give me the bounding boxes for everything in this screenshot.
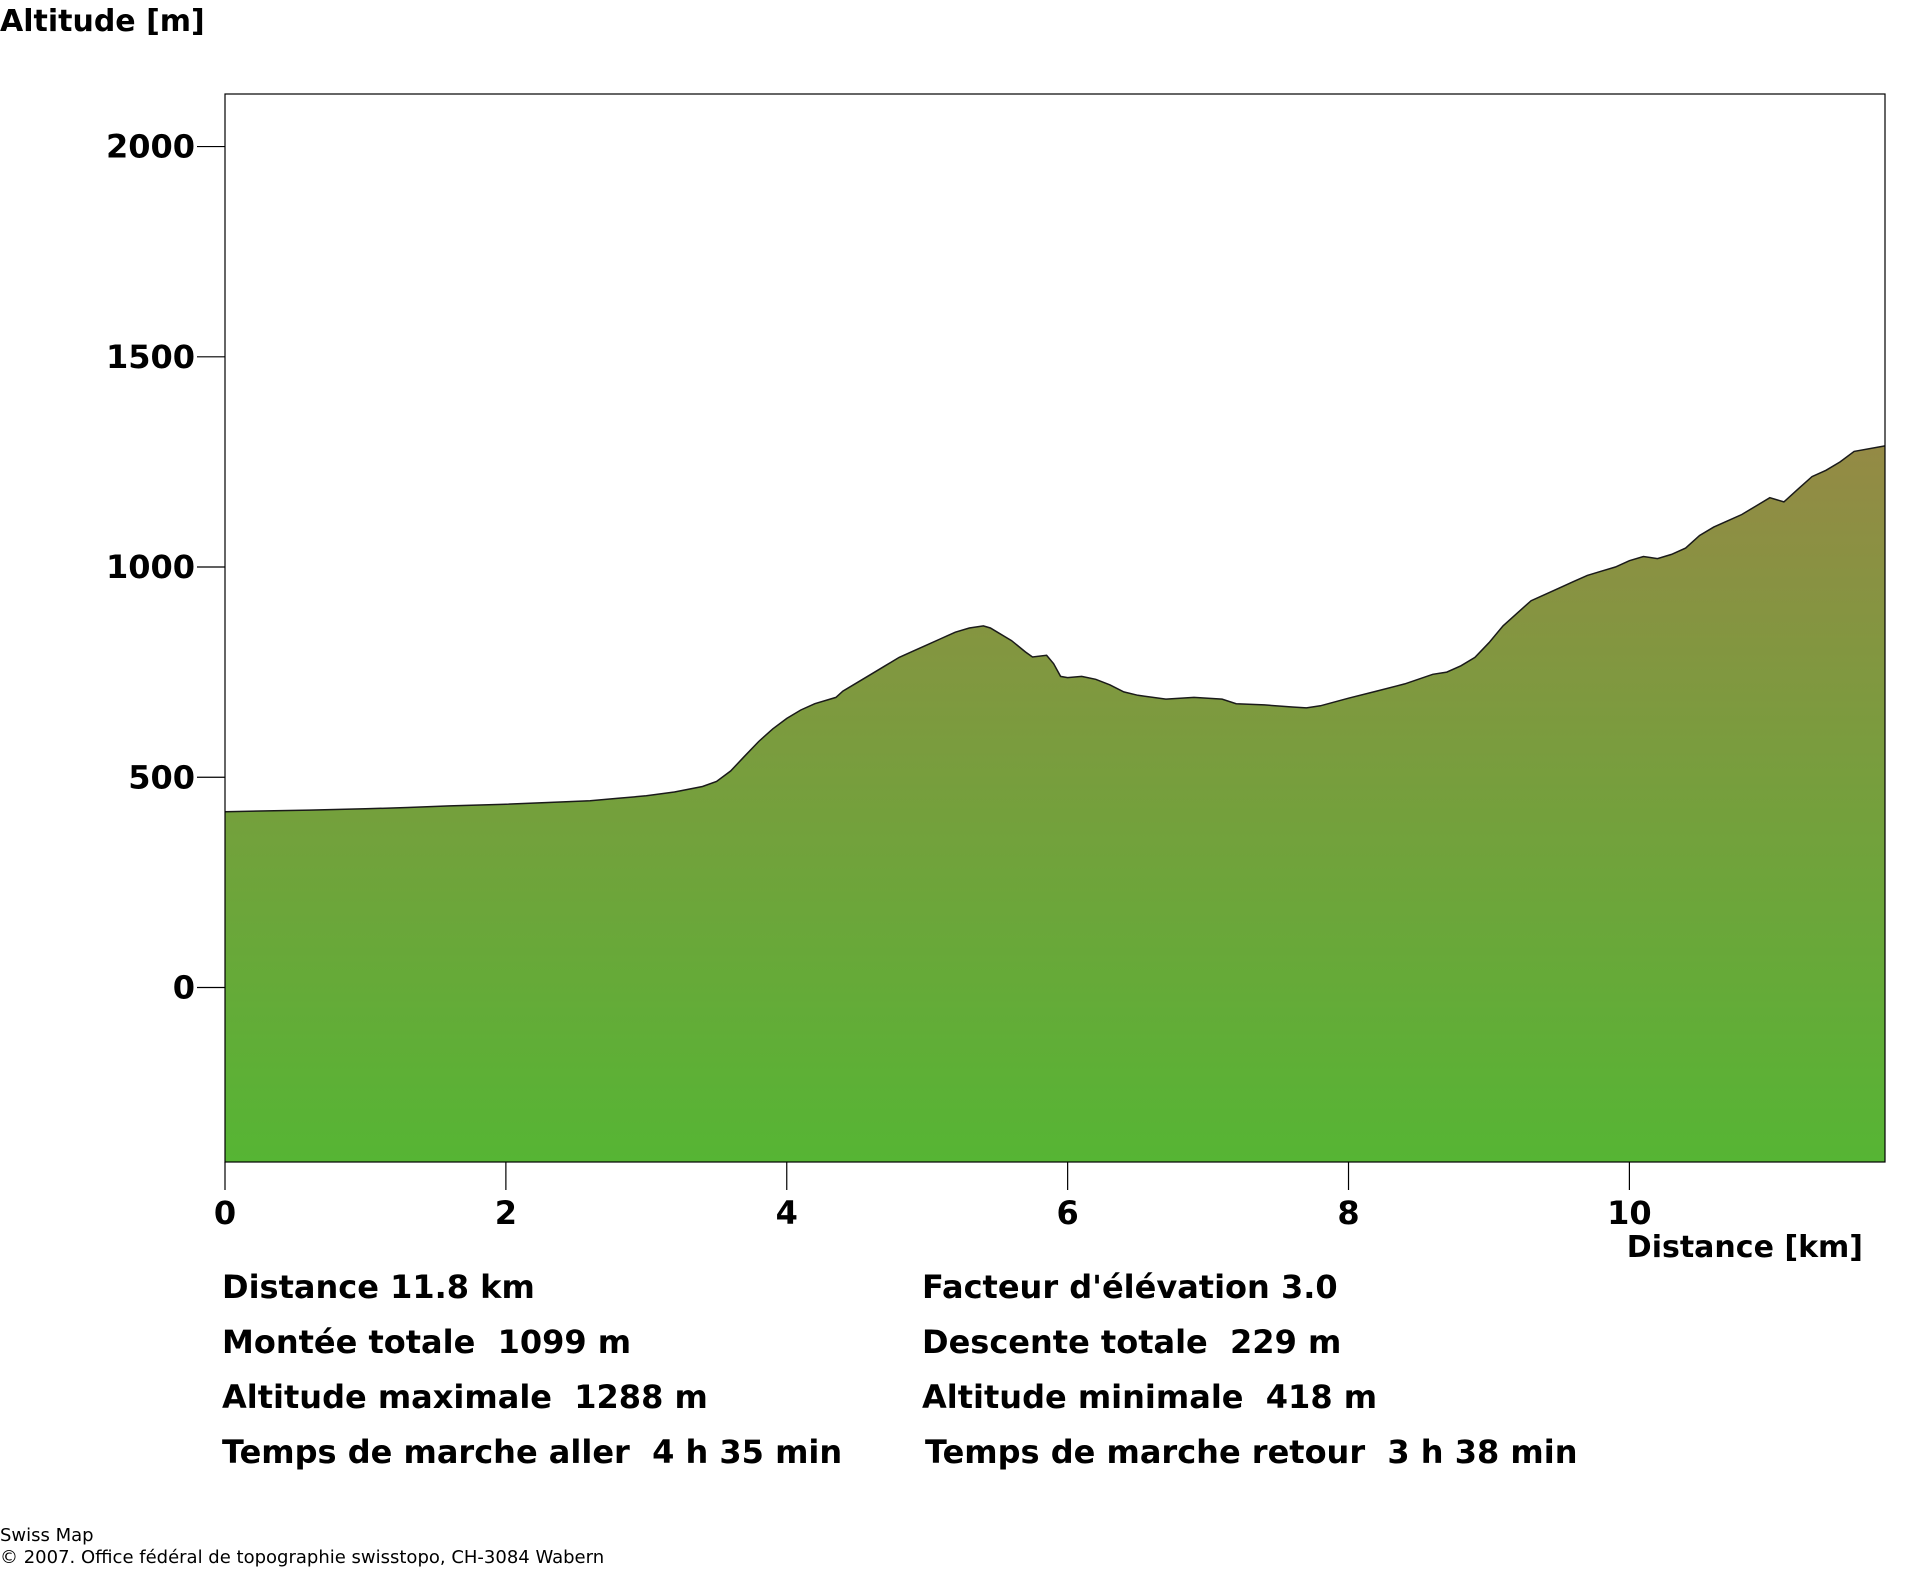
y-axis-ticks: 0 500 1000 1500 2000 — [106, 128, 225, 1007]
terrain-area — [225, 445, 1885, 1162]
stat-total-ascent: Montée totale 1099 m — [222, 1323, 632, 1361]
x-tick-label: 0 — [214, 1194, 236, 1232]
stat-distance: Distance 11.8 km — [222, 1268, 535, 1306]
plot-frame — [224, 93, 1886, 1163]
x-tick-label: 10 — [1607, 1194, 1652, 1232]
x-axis-ticks: 0 2 4 6 8 10 — [214, 1162, 1652, 1232]
profile-line — [224, 445, 1886, 813]
stat-min-altitude: Altitude minimale 418 m — [922, 1378, 1378, 1416]
stat-elevation-factor: Facteur d'élévation 3.0 — [922, 1268, 1338, 1306]
x-tick-label: 2 — [495, 1194, 517, 1232]
y-tick-label: 1500 — [106, 338, 195, 376]
y-tick-label: 1000 — [106, 548, 195, 586]
stat-walk-time-back: Temps de marche retour 3 h 38 min — [925, 1433, 1578, 1471]
stat-total-descent: Descente totale 229 m — [922, 1323, 1342, 1361]
x-tick-label: 4 — [776, 1194, 798, 1232]
x-tick-label: 6 — [1057, 1194, 1079, 1232]
plot-area — [224, 93, 1886, 1163]
y-tick-label: 0 — [173, 969, 195, 1007]
credit-source: Swiss Map — [0, 1525, 94, 1546]
stat-walk-time-out: Temps de marche aller 4 h 35 min — [222, 1433, 843, 1471]
y-axis-title: Altitude [m] — [0, 4, 205, 39]
stat-max-altitude: Altitude maximale 1288 m — [222, 1378, 708, 1416]
x-axis-title: Distance [km] — [1627, 1230, 1863, 1265]
y-tick-label: 500 — [128, 758, 195, 796]
x-tick-label: 8 — [1337, 1194, 1359, 1232]
y-tick-label: 2000 — [106, 128, 195, 166]
credit-copyright: © 2007. Office fédéral de topographie sw… — [0, 1547, 605, 1568]
